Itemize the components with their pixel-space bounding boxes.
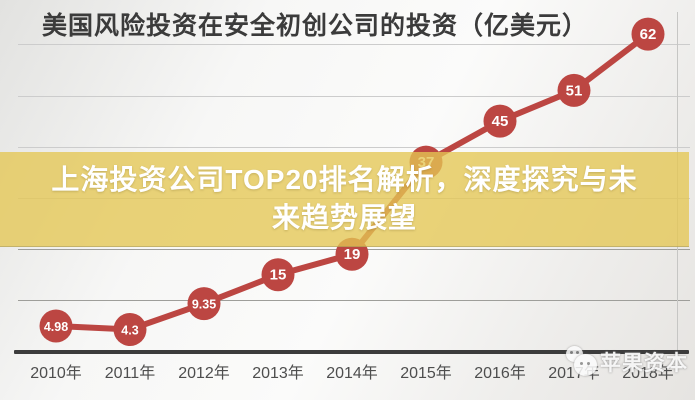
gridline-60 <box>18 44 690 46</box>
data-point-marker <box>113 313 147 346</box>
headline-line-2: 来趋势展望 <box>271 202 417 233</box>
data-point-marker <box>631 17 665 51</box>
x-tick-label: 2015年 <box>400 365 452 382</box>
gridline-40 <box>18 146 690 148</box>
data-point-label: 62 <box>640 26 657 43</box>
x-tick-label: 2011年 <box>104 365 156 382</box>
headline-banner: 上海投资公司TOP20排名解析，深度探究与未 来趋势展望 <box>0 152 689 247</box>
data-point-marker <box>187 287 221 321</box>
data-point-marker <box>483 104 517 138</box>
gridline-20 <box>18 249 690 251</box>
data-point-marker <box>557 73 591 107</box>
x-tick-label: 2014年 <box>326 365 378 382</box>
chart-title: 美国风险投资在安全初创公司的投资（亿美元） <box>42 12 589 40</box>
watermark-logo-icon <box>566 346 600 378</box>
data-point-label: 51 <box>566 82 583 99</box>
headline-text: 上海投资公司TOP20排名解析，深度探究与未 来趋势展望 <box>0 161 689 237</box>
data-point-label: 4.98 <box>44 320 68 334</box>
data-point-marker <box>39 309 73 343</box>
x-tick-label: 2016年 <box>474 365 526 382</box>
x-tick-label: 2013年 <box>252 365 304 382</box>
headline-line-1: 上海投资公司TOP20排名解析，深度探究与未 <box>51 164 638 195</box>
x-axis-line <box>14 350 689 354</box>
data-point-label: 4.3 <box>121 324 138 338</box>
gridline-50 <box>18 95 690 97</box>
x-tick-label: 2010年 <box>30 365 82 382</box>
x-tick-label: 2018年 <box>622 365 674 382</box>
data-point-marker <box>261 258 295 292</box>
data-point-label: 15 <box>270 267 287 284</box>
watermark: 苹果资本 <box>566 346 688 378</box>
data-point-label: 45 <box>492 113 509 130</box>
watermark-text: 苹果资本 <box>600 352 688 375</box>
gridline-10 <box>18 300 690 302</box>
x-tick-label: 2012年 <box>178 365 230 382</box>
